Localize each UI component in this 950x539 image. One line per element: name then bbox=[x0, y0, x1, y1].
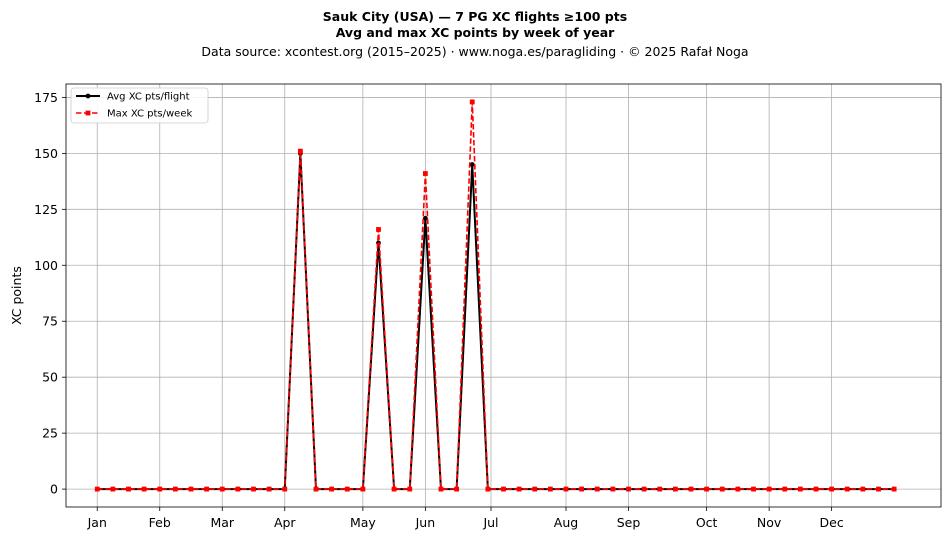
x-tick-label: Feb bbox=[149, 515, 171, 530]
data-point-max bbox=[204, 486, 210, 492]
chart-title-line2: Avg and max XC points by week of year bbox=[335, 25, 615, 40]
data-point-max bbox=[94, 486, 100, 492]
y-tick-label: 25 bbox=[42, 426, 58, 441]
plot-frame bbox=[65, 83, 942, 508]
y-tick-label: 50 bbox=[42, 370, 58, 385]
data-point-max bbox=[141, 486, 147, 492]
data-point-max bbox=[876, 486, 881, 492]
legend-marker-avg bbox=[85, 93, 91, 99]
data-point-max bbox=[297, 148, 303, 154]
y-axis-label: XC points bbox=[9, 266, 24, 325]
data-point-max bbox=[157, 486, 163, 492]
data-point-max bbox=[282, 486, 288, 492]
data-point-max bbox=[782, 486, 788, 492]
data-point-max bbox=[360, 486, 366, 492]
x-tick-label: Dec bbox=[820, 515, 844, 530]
data-point-max bbox=[547, 486, 553, 492]
data-point-max bbox=[641, 486, 647, 492]
data-point-max bbox=[860, 486, 866, 492]
data-point-max bbox=[594, 486, 600, 492]
data-point-max bbox=[235, 486, 241, 492]
y-tick-label: 75 bbox=[42, 314, 58, 329]
data-point-max bbox=[126, 486, 131, 492]
data-point-max bbox=[438, 486, 444, 492]
data-point-avg bbox=[469, 162, 475, 167]
legend-box bbox=[70, 87, 209, 124]
data-point-max bbox=[829, 486, 835, 492]
data-point-max bbox=[407, 486, 413, 492]
data-point-max bbox=[532, 486, 538, 492]
legend: Avg XC pts/flight Max XC pts/week bbox=[70, 87, 209, 124]
y-tick-label: 125 bbox=[34, 202, 58, 217]
chart-subtitle: Data source: xcontest.org (2015–2025) · … bbox=[201, 44, 749, 59]
data-point-max bbox=[110, 486, 116, 492]
data-point-max bbox=[313, 486, 319, 492]
x-tick-label: Jan bbox=[87, 515, 107, 530]
x-tick-label: Sep bbox=[617, 515, 641, 530]
legend-marker-max bbox=[85, 110, 91, 116]
data-point-max bbox=[657, 486, 663, 492]
x-tick-label: Jul bbox=[482, 515, 498, 530]
data-point-max bbox=[501, 486, 506, 492]
y-tick-label: 175 bbox=[34, 90, 58, 105]
chart-title-line1: Sauk City (USA) — 7 PG XC flights ≥100 p… bbox=[322, 9, 628, 24]
data-point-max bbox=[516, 486, 522, 492]
x-tick-label: Nov bbox=[757, 515, 782, 530]
data-point-max bbox=[719, 486, 725, 492]
y-tick-label: 0 bbox=[50, 482, 58, 497]
x-tick-label: Jun bbox=[415, 515, 436, 530]
data-point-max bbox=[813, 486, 819, 492]
data-point-max bbox=[626, 486, 631, 492]
data-point-max bbox=[735, 486, 741, 492]
data-point-max bbox=[172, 486, 178, 492]
data-point-max bbox=[672, 486, 678, 492]
data-point-max bbox=[251, 486, 256, 492]
data-point-max bbox=[422, 171, 428, 176]
data-point-max bbox=[219, 486, 225, 492]
data-point-max bbox=[469, 99, 475, 105]
x-tick-label: Mar bbox=[210, 515, 234, 530]
data-point-max bbox=[579, 486, 585, 492]
x-tick-label: Oct bbox=[696, 515, 718, 530]
data-point-max bbox=[563, 486, 569, 492]
data-point-avg bbox=[422, 215, 428, 221]
data-point-max bbox=[391, 486, 397, 492]
data-point-max bbox=[891, 486, 897, 492]
data-point-max bbox=[766, 486, 772, 492]
data-point-max bbox=[797, 486, 803, 492]
data-point-max bbox=[751, 486, 756, 492]
y-tick-label: 150 bbox=[34, 146, 58, 161]
data-point-max bbox=[188, 486, 194, 492]
legend-label-avg: Avg XC pts/flight bbox=[107, 92, 190, 103]
y-tick-label: 100 bbox=[34, 258, 58, 273]
data-point-max bbox=[844, 486, 850, 492]
data-point-max bbox=[266, 486, 272, 492]
legend-label-max: Max XC pts/week bbox=[107, 109, 192, 120]
data-point-max bbox=[454, 486, 460, 492]
x-tick-label: Aug bbox=[554, 515, 578, 530]
data-point-max bbox=[485, 486, 491, 492]
x-tick-label: Apr bbox=[274, 515, 296, 530]
data-point-max bbox=[344, 486, 350, 492]
x-tick-label: May bbox=[350, 515, 376, 530]
data-point-max bbox=[610, 486, 616, 492]
data-point-max bbox=[688, 486, 694, 492]
data-point-max bbox=[704, 486, 710, 492]
data-point-max bbox=[329, 486, 335, 492]
series-line-max bbox=[97, 101, 895, 490]
data-point-max bbox=[376, 227, 381, 232]
